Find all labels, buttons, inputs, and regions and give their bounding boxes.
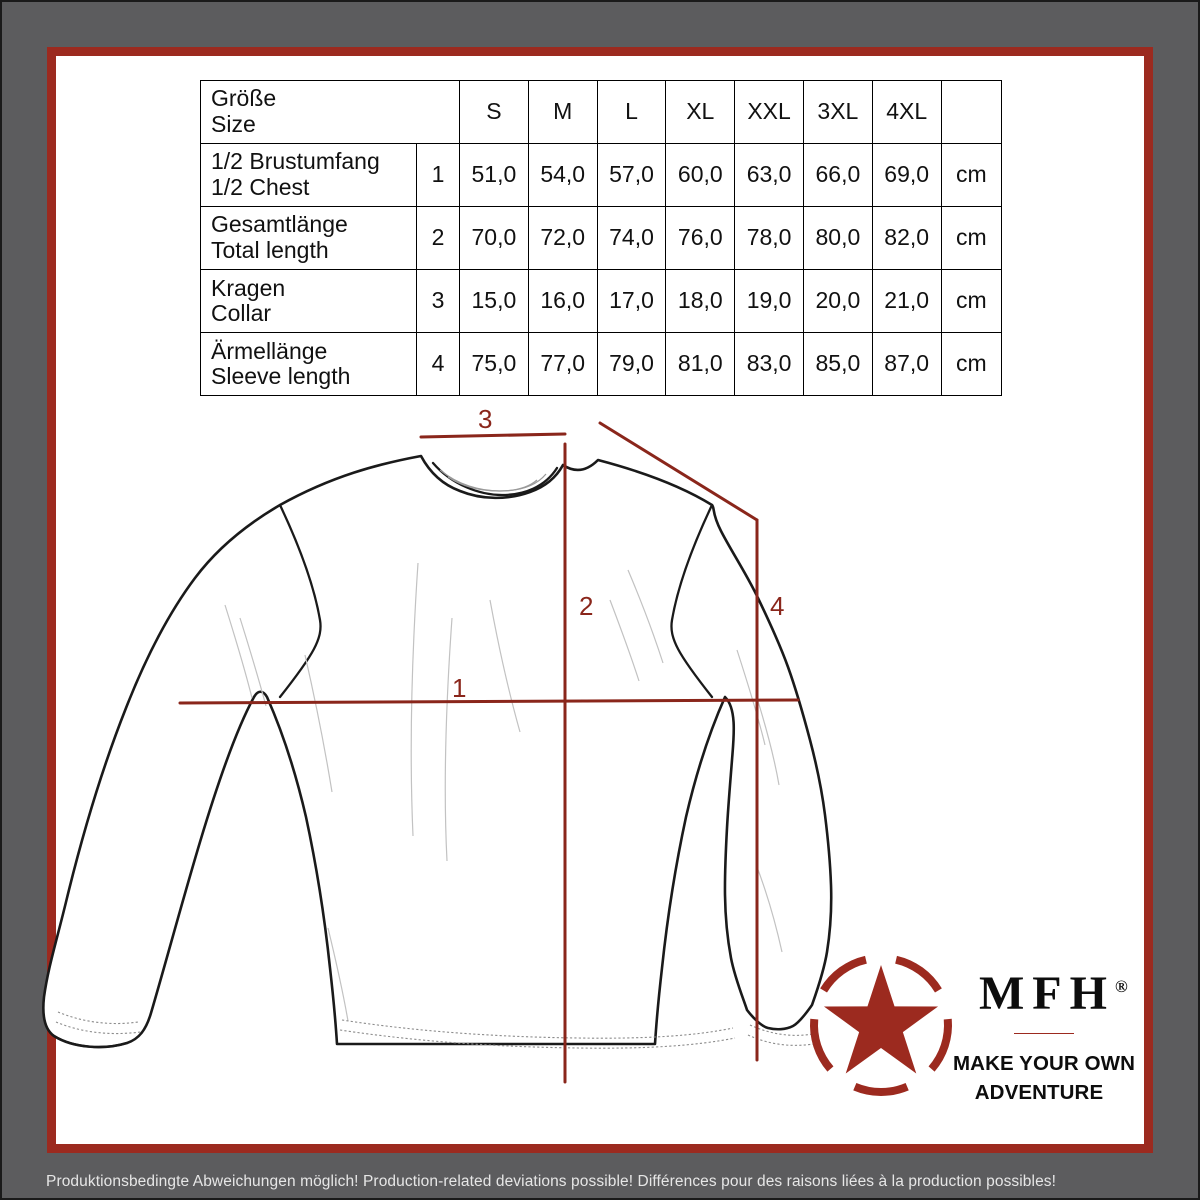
svg-text:3: 3 xyxy=(478,404,492,434)
svg-text:2: 2 xyxy=(579,591,593,621)
svg-text:4: 4 xyxy=(770,591,784,621)
svg-text:1: 1 xyxy=(452,673,466,703)
